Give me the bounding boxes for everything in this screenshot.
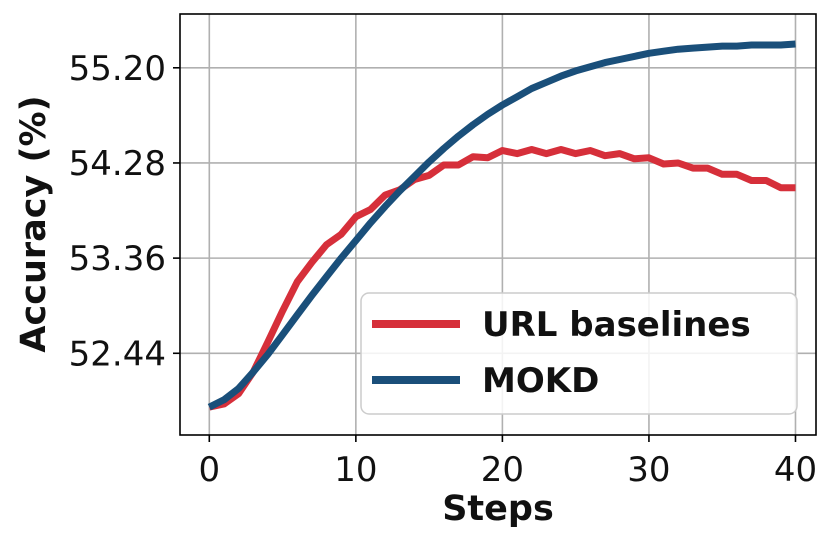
plot-frame [179,13,817,436]
series-lines [207,40,796,411]
legend-label-mokd: MOKD [482,361,599,401]
tick-labels: 0 10 20 30 40 52.44 53.36 54.28 55.20 [69,49,817,490]
y-axis-title: Accuracy (%) [14,95,54,352]
y-tick-label: 53.36 [69,239,166,279]
y-tick-label: 55.20 [69,49,166,89]
x-axis-title: Steps [442,489,554,529]
legend-label-url-baselines: URL baselines [482,305,751,345]
series-line-url-baselines [208,146,796,411]
legend: URL baselines MOKD [360,292,798,415]
legend-box [360,292,798,415]
x-tick-label: 20 [481,450,524,490]
x-tick-label: 40 [774,450,817,490]
x-tick-label: 0 [198,450,220,490]
series-line-mokd [207,40,796,411]
x-tick-label: 10 [334,450,377,490]
x-tick-label: 30 [627,450,670,490]
y-tick-label: 54.28 [69,144,166,184]
y-tick-label: 52.44 [69,334,166,374]
